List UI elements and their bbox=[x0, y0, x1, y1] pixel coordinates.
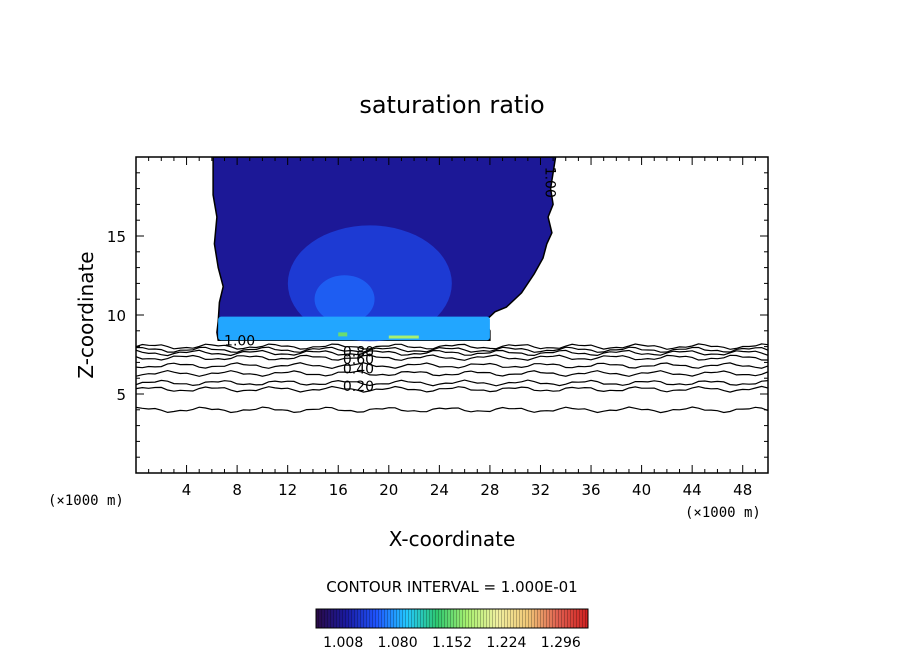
y-unit-label: (×1000 m) bbox=[48, 493, 124, 509]
contour-line bbox=[136, 385, 768, 393]
contour-label: 1.00 bbox=[542, 167, 558, 198]
contour-line bbox=[136, 343, 768, 350]
colorbar-labels: 1.008 1.080 1.152 1.224 1.296 bbox=[323, 635, 581, 651]
y-tick-label: 5 bbox=[116, 386, 126, 404]
x-tick-label: 24 bbox=[430, 481, 449, 499]
x-tick-label: 48 bbox=[733, 481, 752, 499]
colorbar-tick-label: 1.296 bbox=[541, 635, 581, 651]
contour-interval-label: CONTOUR INTERVAL = 1.000E-01 bbox=[326, 578, 577, 596]
filled-contours bbox=[212, 157, 557, 342]
contour-label: 0.80 bbox=[343, 344, 374, 360]
colorbar-stripes bbox=[316, 609, 588, 628]
contour-label: 0.20 bbox=[343, 379, 374, 395]
x-axis-label: X-coordinate bbox=[389, 527, 516, 551]
x-tick-label: 20 bbox=[379, 481, 398, 499]
contour-line bbox=[136, 354, 768, 361]
x-tick-label: 8 bbox=[232, 481, 242, 499]
contour-line bbox=[136, 369, 768, 377]
colorbar-tick-label: 1.008 bbox=[323, 635, 363, 651]
x-tick-label: 28 bbox=[480, 481, 499, 499]
colorbar: 1.008 1.080 1.152 1.224 1.296 bbox=[315, 608, 589, 651]
x-tick-label: 44 bbox=[683, 481, 702, 499]
contour-lines bbox=[136, 343, 768, 414]
y-tick-label: 10 bbox=[107, 307, 126, 325]
x-tick-label: 32 bbox=[531, 481, 550, 499]
x-axis: 4 8 12 16 20 24 28 32 36 40 44 48 bbox=[148, 157, 756, 499]
x-tick-label: 16 bbox=[329, 481, 348, 499]
contour-line bbox=[136, 406, 768, 414]
colorbar-tick-label: 1.224 bbox=[486, 635, 526, 651]
chart-title: saturation ratio bbox=[359, 91, 544, 119]
contour-line bbox=[136, 362, 768, 370]
contour-label: 0.60 bbox=[343, 352, 374, 368]
x-tick-label: 4 bbox=[182, 481, 192, 499]
contour-line bbox=[136, 349, 768, 357]
colorbar-tick-label: 1.080 bbox=[378, 635, 418, 651]
core-supersaturation bbox=[314, 275, 375, 324]
y-axis-label: Z-coordinate bbox=[74, 251, 98, 378]
contour-line bbox=[136, 379, 768, 387]
base-layer bbox=[218, 316, 490, 341]
contour-labels: 1.00 0.800.600.400.20 1.00 bbox=[224, 167, 558, 395]
x-tick-label: 36 bbox=[581, 481, 600, 499]
max-supersaturation-spot bbox=[338, 332, 348, 337]
y-tick-label: 15 bbox=[107, 228, 126, 246]
max-supersaturation-spot bbox=[388, 335, 419, 339]
contour-label: 0.40 bbox=[343, 362, 374, 378]
contour-label: 1.00 bbox=[224, 333, 255, 349]
y-axis: 5 10 15 bbox=[107, 172, 768, 458]
x-unit-label: (×1000 m) bbox=[685, 505, 761, 521]
x-tick-label: 12 bbox=[278, 481, 297, 499]
contour-line bbox=[136, 346, 768, 353]
x-tick-label: 40 bbox=[632, 481, 651, 499]
colorbar-tick-label: 1.152 bbox=[432, 635, 472, 651]
